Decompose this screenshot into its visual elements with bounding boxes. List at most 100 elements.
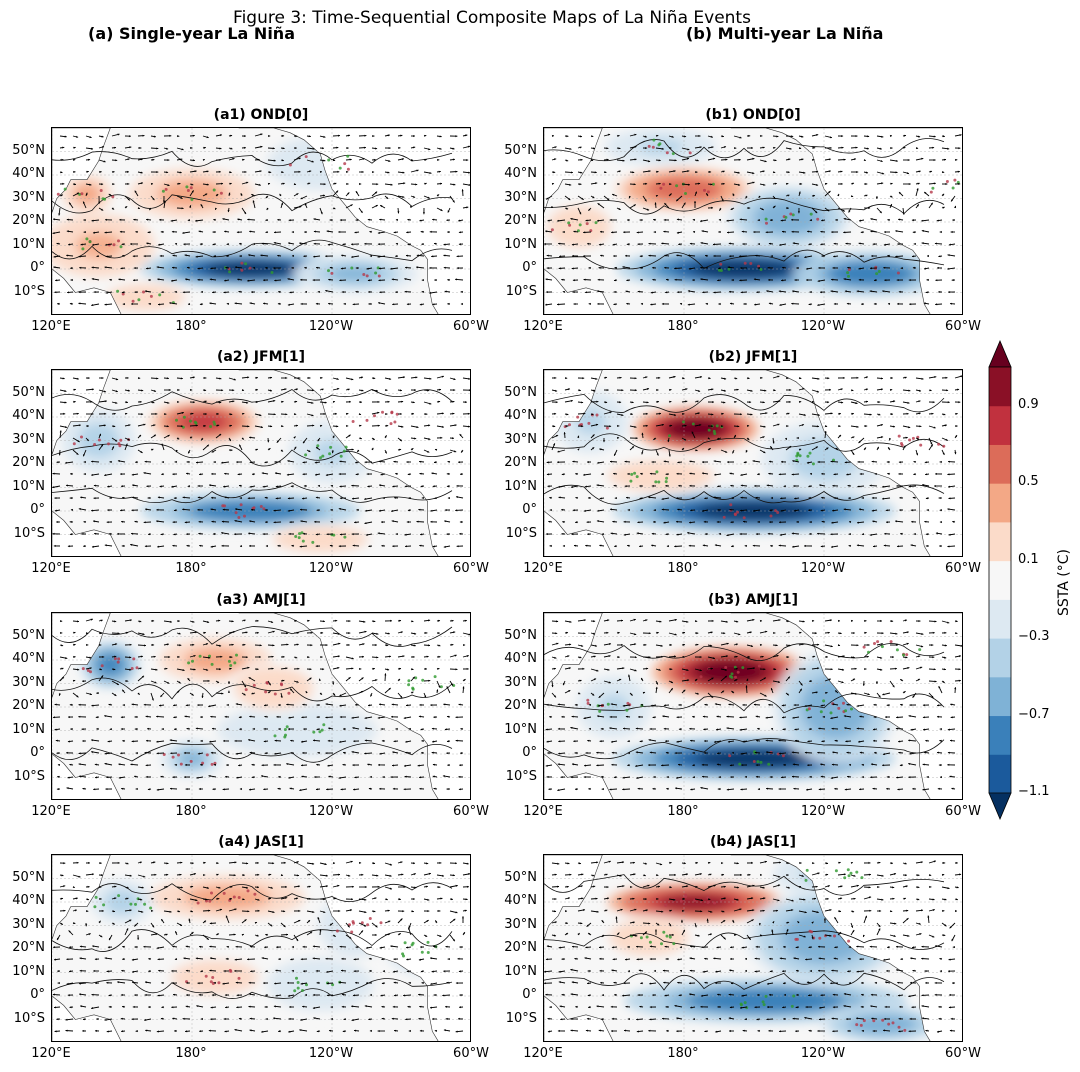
- wind-arrowhead: [443, 545, 446, 548]
- wind-arrowhead: [737, 425, 740, 428]
- wind-arrowhead: [454, 654, 457, 657]
- wind-arrowhead: [78, 508, 81, 511]
- wind-arrowhead: [738, 158, 741, 161]
- wind-arrowhead: [404, 278, 407, 281]
- wind-arrowhead: [573, 230, 576, 233]
- wind-arrowhead: [829, 136, 832, 139]
- wind-arrowhead: [91, 219, 94, 222]
- wind-arrowhead: [865, 425, 868, 428]
- significance-dot: [576, 415, 580, 419]
- wind-arrowhead: [213, 255, 216, 258]
- contour-line: [52, 742, 453, 763]
- wind-arrowhead: [134, 291, 137, 294]
- wind-arrowhead: [249, 485, 252, 488]
- wind-arrowhead: [221, 532, 224, 535]
- wind-arrowhead: [171, 485, 174, 488]
- wind-arrowhead: [447, 210, 450, 213]
- wind-arrowhead: [947, 147, 950, 150]
- wind-arrowhead: [247, 666, 250, 669]
- wind-arrowhead: [631, 401, 634, 404]
- wind-arrowhead: [161, 291, 164, 294]
- wind-arrowhead: [606, 147, 609, 150]
- wind-arrowhead: [108, 532, 111, 535]
- wind-arrowhead: [775, 412, 778, 415]
- y-tick-label: 0°: [522, 502, 537, 517]
- wind-arrowhead: [355, 191, 358, 194]
- wind-arrowhead: [468, 183, 470, 186]
- wind-arrowhead: [729, 255, 732, 258]
- wind-arrowhead: [90, 618, 93, 621]
- significance-dot: [816, 217, 820, 221]
- wind-arrowhead: [146, 218, 149, 221]
- y-tick-label: 40°N: [504, 408, 537, 423]
- wind-arrowhead: [789, 147, 792, 150]
- wind-arrowhead: [52, 232, 55, 235]
- wind-arrowhead: [792, 290, 795, 293]
- wind-arrowhead: [268, 134, 271, 138]
- wind-arrowhead: [420, 485, 423, 488]
- x-tick-label: 120°E: [31, 561, 71, 576]
- wind-arrowhead: [91, 278, 94, 281]
- wind-arrowhead: [666, 278, 669, 281]
- wind-arrowhead: [323, 183, 326, 186]
- wind-arrowhead: [730, 484, 733, 487]
- wind-arrowhead: [130, 243, 132, 246]
- significance-dot: [116, 660, 120, 664]
- wind-arrowhead: [612, 193, 615, 196]
- wind-arrowhead: [392, 303, 395, 306]
- wind-arrowhead: [172, 254, 175, 257]
- contour-line: [544, 433, 945, 452]
- wind-arrowhead: [888, 302, 890, 305]
- wind-arrowhead: [148, 279, 151, 282]
- wind-arrowhead: [145, 508, 148, 511]
- wind-arrowhead: [406, 231, 409, 234]
- wind-arrowhead: [711, 388, 714, 391]
- wind-arrowhead: [372, 667, 375, 670]
- significance-dot: [635, 475, 639, 479]
- significance-dot: [259, 505, 263, 508]
- wind-arrowhead: [895, 230, 898, 233]
- wind-arrowhead: [53, 218, 56, 221]
- wind-arrowhead: [308, 182, 311, 185]
- significance-dot: [393, 420, 397, 424]
- wind-arrowhead: [787, 412, 790, 415]
- wind-arrowhead: [663, 460, 666, 463]
- wind-arrowhead: [921, 219, 924, 222]
- wind-arrowhead: [104, 231, 107, 234]
- wind-arrowhead: [237, 218, 240, 221]
- wind-arrowhead: [656, 388, 659, 392]
- wind-arrowhead: [916, 204, 919, 207]
- wind-arrowhead: [156, 377, 159, 380]
- wind-arrowhead: [78, 302, 81, 305]
- wind-arrowhead: [617, 436, 620, 439]
- wind-arrowhead: [264, 291, 267, 294]
- wind-arrowhead: [848, 533, 851, 536]
- wind-arrowhead: [466, 159, 469, 162]
- wind-arrowhead: [68, 716, 70, 719]
- wind-arrowhead: [411, 620, 414, 623]
- wind-arrowhead: [412, 676, 415, 679]
- wind-arrowhead: [326, 230, 329, 233]
- ssta-blob: [205, 503, 296, 519]
- wind-arrowhead: [249, 436, 252, 439]
- wind-arrowhead: [241, 437, 244, 440]
- wind-arrowhead: [114, 439, 118, 442]
- wind-arrowhead: [888, 438, 891, 441]
- wind-arrowhead: [320, 376, 323, 379]
- wind-arrowhead: [912, 266, 915, 269]
- wind-arrowhead: [56, 520, 59, 524]
- wind-arrowhead: [64, 401, 67, 404]
- significance-dot: [809, 212, 813, 216]
- wind-arrowhead: [557, 303, 560, 306]
- wind-arrowhead: [414, 632, 417, 635]
- wind-arrowhead: [180, 377, 183, 380]
- wind-arrowhead: [278, 290, 281, 293]
- wind-arrowhead: [617, 424, 620, 427]
- wind-arrowhead: [858, 278, 861, 281]
- wind-arrowhead: [639, 497, 642, 500]
- wind-arrowhead: [224, 715, 227, 718]
- significance-dot: [659, 186, 663, 190]
- wind-arrowhead: [395, 242, 398, 245]
- wind-arrowhead: [951, 279, 954, 282]
- wind-arrowhead: [291, 266, 294, 269]
